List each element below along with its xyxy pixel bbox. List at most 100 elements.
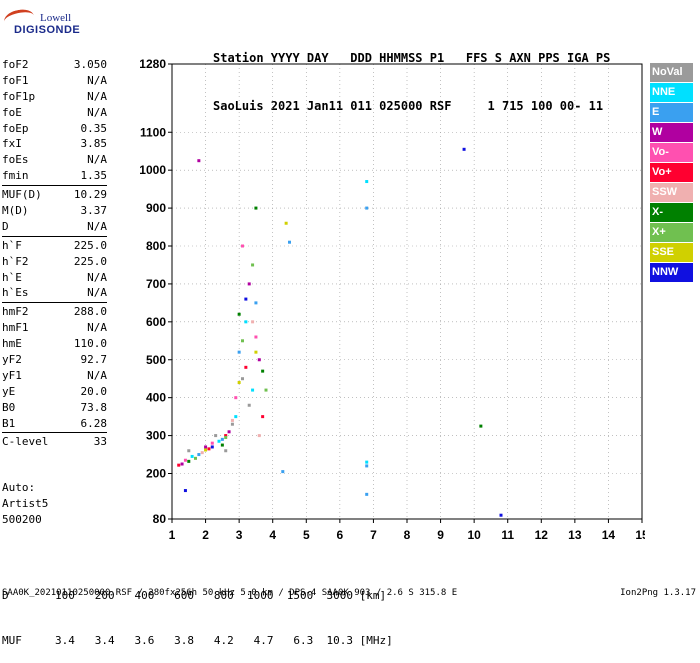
x-tick-label: 12 xyxy=(535,528,549,540)
data-point xyxy=(365,180,369,184)
param-value: 20.0 xyxy=(80,384,108,398)
param-name: MUF(D) xyxy=(2,188,42,202)
data-point xyxy=(197,159,201,163)
x-tick-label: 2 xyxy=(202,528,209,540)
x-tick-label: 4 xyxy=(269,528,276,540)
data-point xyxy=(237,350,241,354)
param-row: yE 20.0 xyxy=(2,384,107,400)
param-name: foF2 xyxy=(2,58,29,71)
data-point xyxy=(183,458,187,462)
data-point xyxy=(241,244,244,248)
data-point xyxy=(244,365,248,369)
data-point xyxy=(251,263,255,267)
footer-version: Ion2Png 1.3.17 xyxy=(620,588,696,598)
footer-file-info: SAA0K_20210110250000.RSF / 280fx256h 50 … xyxy=(2,588,458,598)
data-point xyxy=(207,447,211,451)
data-point xyxy=(284,221,288,225)
param-separator xyxy=(2,235,107,237)
y-tick-label: 500 xyxy=(146,353,166,367)
data-point xyxy=(247,282,251,286)
legend-item: X+ xyxy=(650,223,693,242)
y-tick-label: 300 xyxy=(146,429,166,443)
data-point xyxy=(180,462,184,466)
y-tick-label: 800 xyxy=(146,239,166,253)
param-row: h`Es N/A xyxy=(2,285,107,301)
data-point xyxy=(200,451,204,455)
data-point xyxy=(227,430,231,434)
param-value: 6.28 xyxy=(80,416,108,430)
param-name: h`E xyxy=(2,270,22,284)
param-name: fmin xyxy=(2,169,29,183)
header-values: SaoLuis 2021 Jan11 011 025000 RSF 1 715 … xyxy=(213,99,604,113)
param-value: N/A xyxy=(87,286,107,300)
param-separator xyxy=(2,302,107,304)
data-point xyxy=(234,415,238,419)
param-value: 225.0 xyxy=(73,254,107,268)
legend-item: SSE xyxy=(650,243,693,262)
logo-text-lowell: Lowell xyxy=(40,12,72,24)
legend-item: SSW xyxy=(650,183,693,202)
data-point xyxy=(204,445,208,449)
data-point xyxy=(204,448,208,452)
param-row: h`F2 225.0 xyxy=(2,254,107,270)
param-value: 288.0 xyxy=(73,305,107,319)
y-tick-label: 900 xyxy=(146,201,166,215)
data-point xyxy=(462,147,466,151)
parameter-list: foF2 3.050 foF1 N/A foF1p N/A foE N/A foEp 0.35 fx… xyxy=(2,57,107,450)
param-name: M(D) xyxy=(2,204,29,218)
legend-item: NNW xyxy=(650,263,693,282)
x-tick-label: 9 xyxy=(437,528,444,540)
data-point xyxy=(224,435,228,439)
data-point xyxy=(264,388,268,392)
logo-text-digisonde: DIGISONDE xyxy=(14,24,81,36)
x-tick-label: 8 xyxy=(404,528,411,540)
param-value: N/A xyxy=(87,105,107,119)
param-row: foF2 3.050 xyxy=(2,57,107,73)
param-row: M(D) 3.37 xyxy=(2,203,107,219)
data-point xyxy=(251,388,255,392)
param-value: 0.35 xyxy=(80,121,108,135)
param-name: foEp xyxy=(2,121,29,135)
muf-table: D 100 200 400 600 800 1000 1500 3000 [km… xyxy=(2,558,393,663)
auto-code: 500200 xyxy=(2,513,42,526)
param-row: foEp 0.35 xyxy=(2,121,107,137)
param-row: foE N/A xyxy=(2,105,107,121)
data-point xyxy=(244,320,248,324)
data-point xyxy=(479,424,483,428)
data-point xyxy=(365,460,369,464)
y-tick-label: 400 xyxy=(146,391,166,405)
data-point xyxy=(210,441,214,445)
param-value: N/A xyxy=(87,89,107,103)
y-tick-label: 1100 xyxy=(140,125,166,139)
data-point xyxy=(230,418,234,422)
x-tick-label: 3 xyxy=(236,528,243,540)
param-row: yF2 92.7 xyxy=(2,352,107,368)
param-row: C-level 33 xyxy=(2,434,107,450)
param-value: N/A xyxy=(87,321,107,335)
param-name: foEs xyxy=(2,153,29,167)
x-tick-label: 1 xyxy=(169,528,176,540)
param-row: hmE 110.0 xyxy=(2,336,107,352)
param-row: fmin 1.35 xyxy=(2,168,107,184)
x-tick-label: 15 xyxy=(635,528,645,540)
param-name: h`F2 xyxy=(2,254,29,268)
data-point xyxy=(281,470,285,474)
y-tick-label: 200 xyxy=(146,467,166,481)
data-point xyxy=(261,415,265,419)
data-point xyxy=(220,443,224,447)
autoscaling-info: Auto: Artist5 500200 xyxy=(2,480,48,528)
legend-item: NNE xyxy=(650,83,693,102)
param-value: 3.85 xyxy=(80,137,108,151)
param-name: C-level xyxy=(2,435,49,449)
data-point xyxy=(224,449,228,453)
data-point xyxy=(220,437,224,441)
param-row: yF1 N/A xyxy=(2,368,107,384)
param-row: h`E N/A xyxy=(2,270,107,286)
y-tick-label: 600 xyxy=(146,315,166,329)
data-point xyxy=(234,396,238,400)
data-point xyxy=(177,463,181,467)
param-name: foF1 xyxy=(2,73,29,87)
param-row: h`F 225.0 xyxy=(2,238,107,254)
x-tick-label: 14 xyxy=(602,528,616,540)
param-name: hmF1 xyxy=(2,321,29,335)
